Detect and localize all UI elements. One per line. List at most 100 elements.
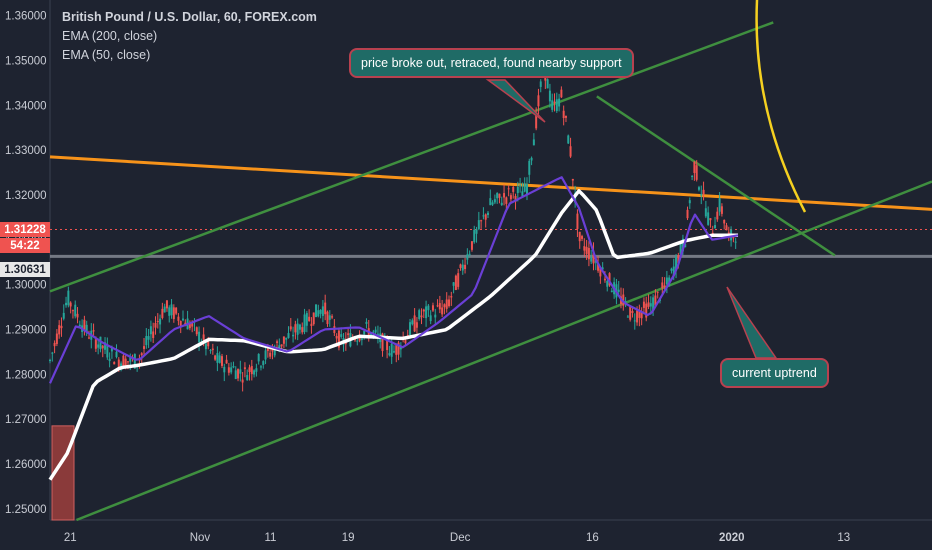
candle-body [211,348,214,351]
candle-body [53,342,56,347]
candle-body [505,197,508,204]
breakout-callout[interactable]: price broke out, retraced, found nearby … [349,48,634,78]
x-tick-label: 21 [64,532,77,544]
candle-body [326,311,329,325]
candle-body [732,236,735,239]
candle-body [113,361,116,365]
candle-body [74,304,77,317]
candle-body [156,321,159,323]
candle-body [546,79,549,89]
candle-body [418,310,421,319]
candle-body [551,100,554,110]
candle-body [280,344,283,347]
candle-body [734,241,737,243]
candle-body [608,273,611,286]
y-tick-label: 1.34000 [5,100,47,112]
ema200-line [48,189,738,481]
candle-body [464,264,467,270]
candle-body [509,195,512,200]
yellow-projection-curve [755,0,807,213]
candle-body [202,334,205,340]
candle-body [555,99,558,111]
candle-body [170,304,173,316]
candle-body [62,312,65,319]
candle-body [303,314,306,332]
candle-body [248,367,251,372]
candle-body [409,322,412,336]
candle-body [457,273,460,287]
candle-body [363,331,366,335]
candle-body [482,215,485,217]
candle-body [716,211,719,220]
candle-body [234,370,237,380]
candle-body [298,324,301,330]
candle-body [583,246,586,251]
candle-body [239,369,242,374]
y-tick-label: 1.27000 [5,414,47,426]
candle-body [331,316,334,318]
candle-body [172,307,175,320]
candle-body [528,160,531,175]
ema50-line [48,176,739,384]
candle-body [262,361,265,365]
candle-body [493,199,496,203]
candle-body [665,277,668,285]
orange-trend-line [49,155,932,211]
candle-body [693,161,696,173]
candle-body [165,300,168,309]
candle-body [143,346,146,350]
candle-body [358,336,361,341]
candle-body [684,243,687,248]
candle-body [276,341,279,343]
candle-body [397,342,400,355]
candle-body [296,323,299,335]
candle-body [599,267,602,277]
candle-body [110,347,113,352]
candle-body [718,198,721,212]
candle-body [159,318,162,325]
candle-body [415,322,418,328]
candle-body [49,359,51,362]
candle-body [711,232,714,234]
candle-body [564,115,567,118]
candle-body [264,350,267,360]
candle-body [168,307,171,316]
candle-body [269,352,272,357]
candle-body [388,353,391,356]
ema50-legend-item[interactable]: EMA (50, close) [62,48,151,62]
ema200-legend-item[interactable]: EMA (200, close) [62,29,158,43]
x-tick-label: 2020 [719,532,745,544]
candle-body [487,212,490,216]
candle-body [259,366,262,368]
green-trend-line [596,95,836,257]
candle-body [92,330,95,332]
candle-body [182,318,185,321]
candle-body [548,90,551,102]
candle-body [688,200,691,204]
candle-body [273,348,276,356]
candle-body [289,326,292,330]
candle-body [78,324,81,327]
candle-body [115,351,118,358]
candle-body [636,310,639,323]
x-tick-label: 19 [342,532,355,544]
candle-body [670,268,673,271]
x-tick-label: 13 [837,532,850,544]
candle-body [253,370,256,375]
candle-body [374,329,377,333]
candle-body [445,299,448,309]
candle-body [94,339,97,349]
candle-body [413,315,416,332]
candle-body [475,229,478,234]
candle-body [470,241,473,250]
candle-body [695,165,698,180]
uptrend-callout[interactable]: current uptrend [720,358,829,388]
candle-body [592,250,595,264]
candle-body [523,183,526,192]
candle-body [603,278,606,281]
symbol-title: British Pound / U.S. Dollar, 60, FOREX.c… [62,10,317,24]
candle-body [308,316,311,322]
breakout-callout-pointer [485,79,546,123]
candle-body [257,353,260,362]
